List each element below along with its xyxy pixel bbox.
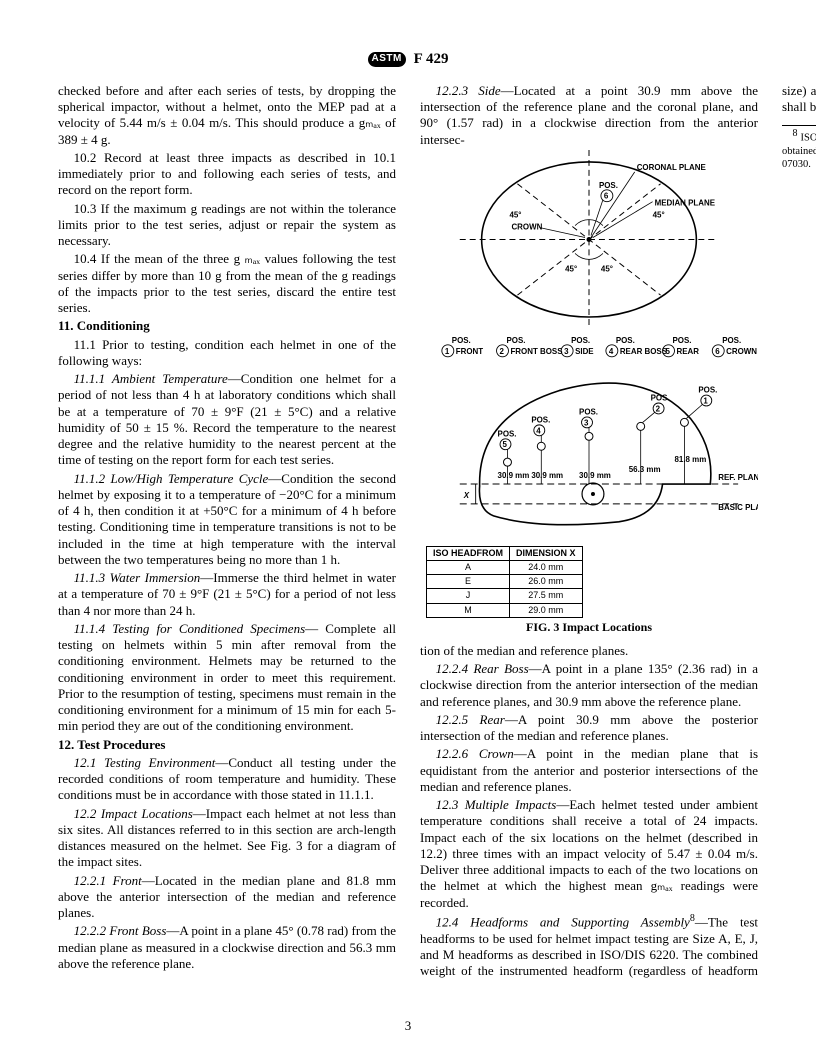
hdr-12-2: 12.2 Impact Locations [74, 806, 193, 821]
para-12-1: 12.1 Testing Environment—Conduct all tes… [58, 755, 396, 804]
hdr-11-1-1: 11.1.1 Ambient Temperature [74, 371, 228, 386]
svg-text:45°: 45° [565, 264, 577, 273]
hdr-12-2-3: 12.2.3 Side [436, 83, 501, 98]
para-12-3: 12.3 Multiple Impacts—Each helmet tested… [420, 797, 758, 911]
hdr-11-1-4: 11.1.4 Testing for Conditioned Specimens [74, 621, 306, 636]
hdr-12-4: 12.4 Headforms and Supporting Assembly [436, 914, 690, 929]
position-key-row: POS.1FRONTPOS.2FRONT BOSSPOS.3SIDEPOS.4R… [442, 336, 757, 357]
hdr-12-2-4: 12.2.4 Rear Boss [436, 661, 529, 676]
para-cont: tion of the median and reference planes. [420, 643, 758, 659]
svg-text:2: 2 [500, 347, 505, 356]
para-12-2-1: 12.2.1 Front—Located in the median plane… [58, 873, 396, 922]
svg-text:30.9 mm: 30.9 mm [498, 471, 530, 480]
svg-text:POS.: POS. [531, 415, 550, 424]
hdr-12-2-6: 12.2.6 Crown [436, 746, 514, 761]
para-10-3: 10.3 If the maximum g readings are not w… [58, 201, 396, 250]
svg-text:POS.: POS. [722, 336, 741, 345]
svg-text:REF. PLANE: REF. PLANE [718, 473, 758, 482]
body-11-1-4: — Complete all testing on helmets within… [58, 621, 396, 734]
para-11-1: 11.1 Prior to testing, condition each he… [58, 337, 396, 370]
svg-text:6: 6 [604, 191, 609, 200]
svg-text:MEDIAN PLANE: MEDIAN PLANE [655, 198, 715, 207]
para-11-1-1: 11.1.1 Ambient Temperature—Condition one… [58, 371, 396, 469]
hdr-12-3: 12.3 Multiple Impacts [436, 797, 557, 812]
svg-text:POS.: POS. [599, 181, 618, 190]
impact-locations-diagram: CORONAL PLANE MEDIAN PLANE CROWN POS. 6 … [420, 150, 758, 538]
para-12-2-2: 12.2.2 Front Boss—A point in a plane 45°… [58, 923, 396, 972]
svg-text:POS.: POS. [571, 336, 590, 345]
headform-col-iso: ISO HEADFROM [427, 546, 510, 560]
svg-text:1: 1 [445, 347, 450, 356]
svg-text:30.9 mm: 30.9 mm [579, 471, 611, 480]
svg-text:BASIC PLANE: BASIC PLANE [718, 503, 758, 512]
svg-text:81.8 mm: 81.8 mm [674, 455, 706, 464]
svg-text:CROWN: CROWN [726, 347, 757, 356]
svg-text:3: 3 [584, 418, 589, 427]
svg-text:4: 4 [536, 426, 541, 435]
para-11-1-3: 11.1.3 Water Immersion—Immerse the third… [58, 570, 396, 619]
page: ASTM F 429 checked before and after each… [0, 0, 816, 1056]
svg-text:30.9 mm: 30.9 mm [531, 471, 563, 480]
hdr-12-2-2: 12.2.2 Front Boss [74, 923, 167, 938]
para-intro: checked before and after each series of … [58, 83, 396, 148]
headform-col-dim: DIMENSION X [510, 546, 583, 560]
astm-logo: ASTM [368, 52, 406, 67]
svg-text:FRONT BOSS: FRONT BOSS [510, 347, 562, 356]
hdr-12-1: 12.1 Testing Environment [74, 755, 216, 770]
svg-text:POS.: POS. [498, 429, 517, 438]
svg-text:3: 3 [564, 347, 569, 356]
svg-text:X: X [463, 491, 470, 500]
svg-text:4: 4 [609, 347, 614, 356]
headform-table-body: A24.0 mm E26.0 mm J27.5 mm M29.0 mm [427, 560, 583, 617]
svg-text:SIDE: SIDE [575, 347, 594, 356]
para-10-2: 10.2 Record at least three impacts as de… [58, 150, 396, 199]
hdr-12-2-5: 12.2.5 Rear [436, 712, 505, 727]
footnote-rule [782, 125, 816, 126]
para-10-4: 10.4 If the mean of the three g ₘₐₓ valu… [58, 251, 396, 316]
footnote-8: 8 ISO headforms (Sizes A, E, J, and M) a… [782, 128, 816, 171]
svg-text:2: 2 [656, 404, 661, 413]
para-12-2-3: 12.2.3 Side—Located at a point 30.9 mm a… [420, 83, 758, 148]
svg-text:REAR BOSS: REAR BOSS [620, 347, 667, 356]
para-12-2: 12.2 Impact Locations—Impact each helmet… [58, 806, 396, 871]
svg-text:45°: 45° [653, 210, 665, 219]
section-11-title: 11. Conditioning [58, 318, 396, 334]
svg-text:POS.: POS. [651, 393, 670, 402]
two-column-body: checked before and after each series of … [58, 83, 758, 998]
svg-text:CROWN: CROWN [511, 222, 542, 231]
page-number: 3 [0, 1018, 816, 1034]
svg-text:POS.: POS. [579, 407, 598, 416]
para-11-1-2: 11.1.2 Low/High Temperature Cycle—Condit… [58, 471, 396, 569]
para-12-2-6: 12.2.6 Crown—A point in the median plane… [420, 746, 758, 795]
svg-text:1: 1 [703, 396, 708, 405]
svg-text:POS.: POS. [452, 336, 471, 345]
standard-number: F 429 [414, 51, 449, 67]
svg-text:REAR: REAR [676, 347, 699, 356]
svg-text:CORONAL PLANE: CORONAL PLANE [637, 163, 706, 172]
document-header: ASTM F 429 [58, 50, 758, 69]
svg-text:POS.: POS. [616, 336, 635, 345]
para-12-2-4: 12.2.4 Rear Boss—A point in a plane 135°… [420, 661, 758, 710]
body-12-3: —Each helmet tested under ambient temper… [420, 797, 758, 910]
figure-3: CORONAL PLANE MEDIAN PLANE CROWN POS. 6 … [420, 150, 758, 635]
svg-text:POS.: POS. [698, 385, 717, 394]
svg-text:45°: 45° [601, 264, 613, 273]
svg-text:5: 5 [666, 347, 671, 356]
para-11-1-4: 11.1.4 Testing for Conditioned Specimens… [58, 621, 396, 735]
para-12-2-5: 12.2.5 Rear—A point 30.9 mm above the po… [420, 712, 758, 745]
hdr-11-1-2: 11.1.2 Low/High Temperature Cycle [74, 471, 269, 486]
svg-text:POS.: POS. [673, 336, 692, 345]
hdr-11-1-3: 11.1.3 Water Immersion [74, 570, 201, 585]
svg-text:POS.: POS. [506, 336, 525, 345]
footnote-text: ISO headforms (Sizes A, E, J, and M) and… [782, 133, 816, 170]
svg-text:56.3 mm: 56.3 mm [629, 465, 661, 474]
headform-table: ISO HEADFROM DIMENSION X A24.0 mm E26.0 … [426, 546, 583, 618]
svg-text:45°: 45° [509, 210, 521, 219]
svg-text:FRONT: FRONT [456, 347, 483, 356]
svg-text:6: 6 [715, 347, 720, 356]
svg-text:5: 5 [503, 440, 508, 449]
hdr-12-2-1: 12.2.1 Front [74, 873, 142, 888]
figure-caption: FIG. 3 Impact Locations [420, 620, 758, 635]
section-12-title: 12. Test Procedures [58, 737, 396, 753]
